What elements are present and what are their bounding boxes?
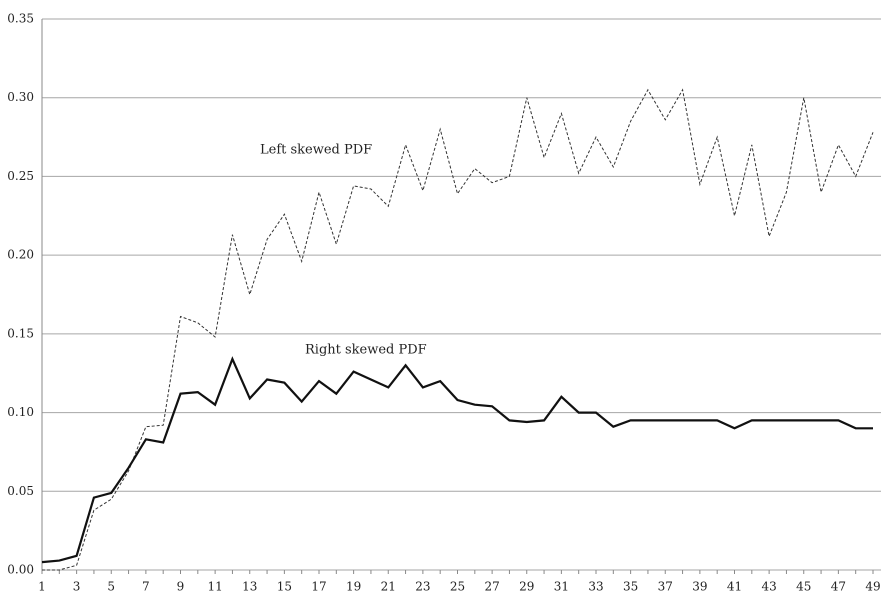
x-tick-label: 39 — [692, 580, 707, 594]
x-tick-label: 31 — [554, 580, 569, 594]
x-tick-label: 37 — [658, 580, 673, 594]
y-tick-label: 0.15 — [7, 326, 34, 340]
y-tick-label: 0.05 — [7, 484, 34, 498]
x-tick-label: 17 — [311, 580, 326, 594]
x-tick-label: 3 — [73, 580, 81, 594]
y-tick-label: 0.25 — [7, 169, 34, 183]
y-tick-label: 0.35 — [7, 12, 34, 26]
x-tick-label: 47 — [831, 580, 846, 594]
x-tick-label: 11 — [207, 580, 222, 594]
x-tick-label: 29 — [519, 580, 534, 594]
x-tick-label: 25 — [450, 580, 465, 594]
y-tick-label: 0.10 — [7, 405, 34, 419]
y-tick-label: 0.20 — [7, 248, 34, 262]
y-tick-label: 0.30 — [7, 90, 34, 104]
x-tick-label: 35 — [623, 580, 638, 594]
series-label: Left skewed PDF — [260, 143, 372, 158]
series-line — [41, 356, 873, 564]
x-tick-label: 45 — [796, 580, 811, 594]
series-line — [42, 88, 874, 571]
x-tick-label: 5 — [107, 580, 115, 594]
x-tick-label: 27 — [484, 580, 499, 594]
x-tick-label: 21 — [381, 580, 396, 594]
x-tick-label: 7 — [142, 580, 150, 594]
x-tick-label: 19 — [346, 580, 361, 594]
x-tick-label: 9 — [177, 580, 185, 594]
x-tick-label: 33 — [588, 580, 603, 594]
series-label: Right skewed PDF — [305, 343, 427, 358]
y-tick-label: 0.00 — [7, 563, 34, 577]
x-tick-label: 15 — [277, 580, 292, 594]
x-tick-label: 13 — [242, 580, 257, 594]
x-tick-label: 49 — [865, 580, 880, 594]
x-tick-label: 43 — [761, 580, 776, 594]
x-tick-label: 1 — [38, 580, 46, 594]
x-tick-label: 23 — [415, 580, 430, 594]
x-tick-label: 41 — [727, 580, 742, 594]
